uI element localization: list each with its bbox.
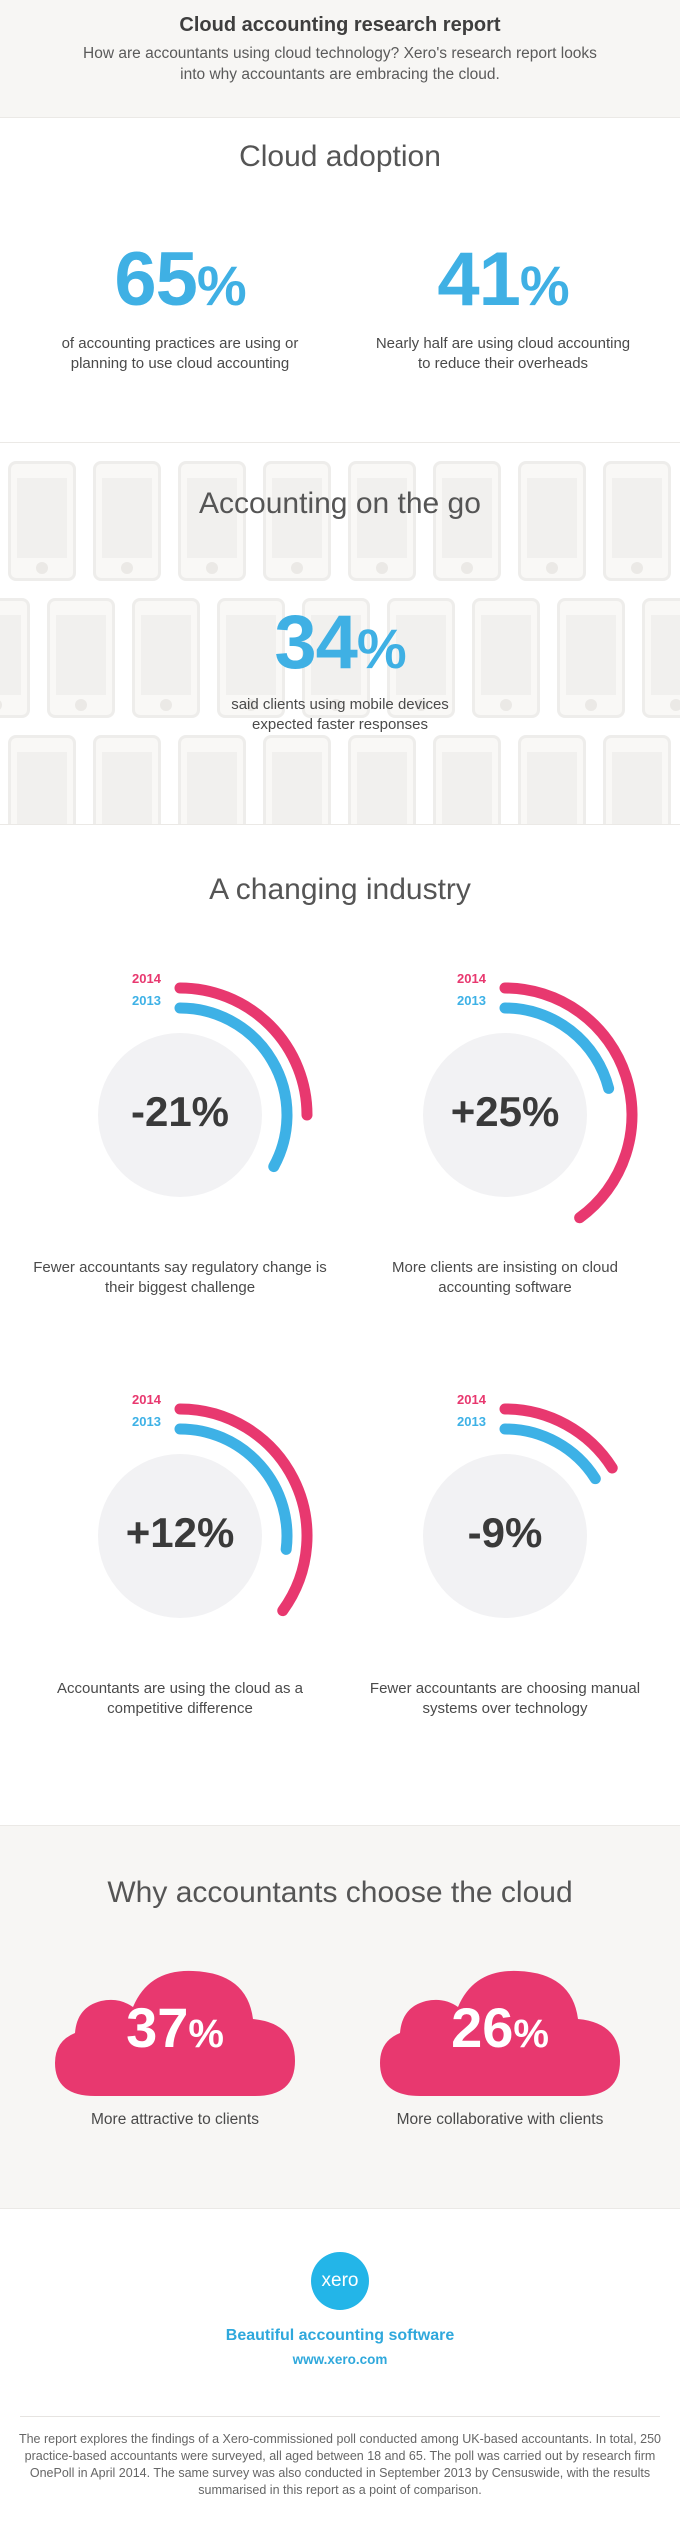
phone-outline-icon (518, 461, 586, 581)
adoption-stat-value: 41% (437, 237, 569, 322)
changing-industry-section: A changing industry 2014 2013 -21% Fewer… (0, 825, 680, 1826)
mobile-stat-34: 34% said clients using mobile devices ex… (180, 603, 500, 735)
ring-caption: More clients are insisting on cloud acco… (392, 1259, 618, 1296)
phone-outline-icon (603, 461, 671, 581)
cloud-stat-37: 37% More attractive to clients (25, 1961, 325, 2161)
footer-divider (20, 2416, 660, 2417)
why-cloud-title: Why accountants choose the cloud (107, 1876, 573, 1909)
xero-logo[interactable]: xero (311, 2252, 369, 2310)
mobile-stat-desc: said clients using mobile devices expect… (231, 696, 449, 733)
legend-2013: 2013 (457, 1414, 486, 1429)
cloud-stat-caption: More attractive to clients (91, 2111, 259, 2128)
arc-2013 (174, 1423, 293, 1555)
ring-value: +25% (450, 1088, 560, 1135)
phone-outline-icon (603, 735, 671, 824)
ring-disc (98, 1033, 262, 1197)
ring-value: +12% (125, 1509, 235, 1556)
changing-industry-title: A changing industry (209, 873, 471, 906)
arc-2014 (174, 982, 313, 1121)
arc-2013 (174, 1002, 293, 1173)
phone-outline-icon (0, 598, 30, 718)
legend-2014: 2014 (132, 971, 161, 986)
cloud-stat-value: 37% (126, 1996, 224, 2059)
adoption-stat-value: 65% (114, 237, 246, 322)
phone-outline-icon (387, 598, 455, 718)
mobile-title: Accounting on the go (199, 487, 481, 520)
ring-disc (423, 1033, 587, 1197)
mobile-stat-value: 34% (274, 600, 406, 685)
legend-2014: 2014 (457, 971, 486, 986)
phone-outline-icon (642, 598, 680, 718)
website-link[interactable]: www.xero.com (292, 2352, 388, 2367)
adoption-stat-41: 41% Nearly half are using cloud accounti… (343, 240, 663, 374)
phone-outline-icon (217, 598, 285, 718)
adoption-stat-65: 65% of accounting practices are using or… (20, 240, 340, 374)
legend-2013: 2013 (457, 993, 486, 1008)
phone-outline-icon (472, 598, 540, 718)
ring-caption: Accountants are using the cloud as a com… (57, 1680, 303, 1717)
phone-outline-icon (433, 735, 501, 824)
cloud-adoption-title: Cloud adoption (239, 140, 441, 173)
phone-outline-icon (178, 461, 246, 581)
methodology-note: The report explores the findings of a Xe… (18, 2432, 662, 2497)
phone-outline-icon (263, 735, 331, 824)
ring-disc (423, 1454, 587, 1618)
phone-outline-icon (8, 735, 76, 824)
cloud-adoption-section: Cloud adoption 65% of accounting practic… (0, 118, 680, 443)
phone-outline-icon (302, 598, 370, 718)
ring-chart-2: 2014 2013 +25% More clients are insistin… (355, 971, 655, 1335)
ring-graphic (98, 982, 313, 1197)
arc-2014 (499, 982, 638, 1224)
cloud-stat-26: 26% More collaborative with clients (350, 1961, 650, 2161)
adoption-stat-desc: of accounting practices are using or pla… (61, 335, 299, 372)
legend-2014: 2014 (132, 1392, 161, 1407)
legend-2013: 2013 (132, 993, 161, 1008)
arc-2013 (499, 1002, 615, 1094)
ring-graphic (98, 1403, 313, 1618)
phone-outline-icon (93, 735, 161, 824)
ring-graphic (423, 982, 638, 1224)
cloud-shape-icon (55, 1970, 295, 2096)
footer: xero Beautiful accounting software www.x… (0, 2209, 680, 2527)
legend-2014: 2014 (457, 1392, 486, 1407)
cloud-shape-icon (380, 1970, 620, 2096)
cloud-stat-caption: More collaborative with clients (396, 2111, 604, 2128)
phone-outline-icon (178, 735, 246, 824)
phone-outline-icon (93, 461, 161, 581)
phone-outline-icon (348, 461, 416, 581)
arc-2014 (499, 1403, 618, 1474)
ring-disc (98, 1454, 262, 1618)
mobile-section: Accounting on the go 34% said clients us… (0, 443, 680, 825)
ring-chart-1: 2014 2013 -21% Fewer accountants say reg… (30, 971, 330, 1335)
report-title: Cloud accounting research report (179, 14, 501, 36)
phone-outline-icon (263, 461, 331, 581)
arc-2014 (174, 1403, 313, 1617)
phone-outline-icon (518, 735, 586, 824)
tagline: Beautiful accounting software (225, 2327, 455, 2344)
report-subtitle: How are accountants using cloud technolo… (83, 45, 597, 83)
phone-outline-icon (557, 598, 625, 718)
adoption-stat-desc: Nearly half are using cloud accounting t… (375, 335, 631, 372)
phone-outline-icon (8, 461, 76, 581)
ring-value: -9% (467, 1509, 543, 1556)
phone-outline-icon (47, 598, 115, 718)
ring-graphic (423, 1403, 618, 1618)
ring-chart-3: 2014 2013 +12% Accountants are using the… (30, 1392, 330, 1756)
ring-chart-4: 2014 2013 -9% Fewer accountants are choo… (355, 1392, 655, 1756)
legend-2013: 2013 (132, 1414, 161, 1429)
phone-outline-icon (433, 461, 501, 581)
ring-caption: Fewer accountants are choosing manual sy… (369, 1680, 641, 1717)
ring-value: -21% (130, 1088, 230, 1135)
arc-2013 (499, 1423, 601, 1485)
ring-caption: Fewer accountants say regulatory change … (33, 1259, 327, 1296)
report-header: Cloud accounting research report How are… (0, 0, 680, 118)
why-cloud-section: Why accountants choose the cloud 37% Mor… (0, 1826, 680, 2209)
phone-outline-icon (132, 598, 200, 718)
cloud-stat-value: 26% (451, 1996, 549, 2059)
phone-outline-icon (348, 735, 416, 824)
